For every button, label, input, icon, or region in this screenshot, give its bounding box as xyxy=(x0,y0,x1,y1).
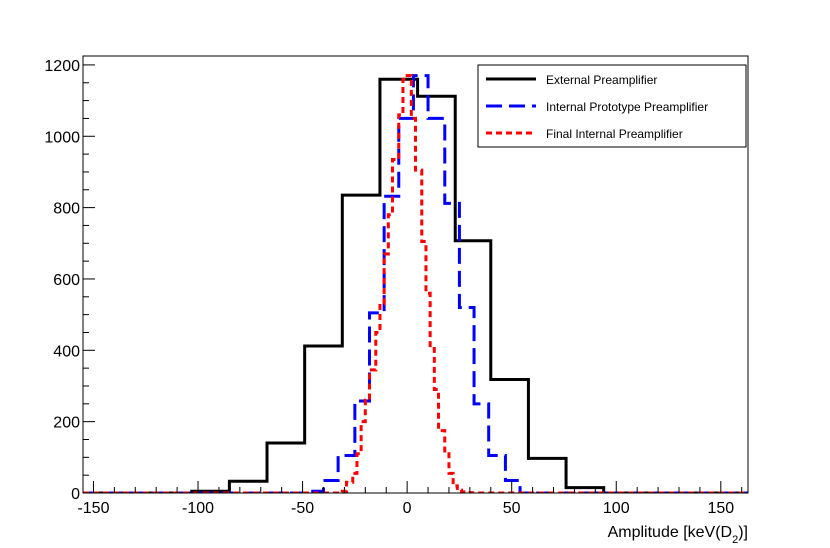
y-tick-label: 0 xyxy=(71,486,80,503)
y-tick-label: 400 xyxy=(53,343,80,360)
x-axis: -150 -100 -50 0 50 100 150 xyxy=(77,481,743,517)
x-tick-label: 100 xyxy=(603,500,630,517)
x-tick-label: 0 xyxy=(403,500,412,517)
x-tick-label: -150 xyxy=(77,500,109,517)
series-1-line xyxy=(83,77,748,493)
x-axis-title-main: Amplitude [keV(D xyxy=(608,524,733,541)
y-tick-label: 1200 xyxy=(44,58,80,75)
y-tick-label: 200 xyxy=(53,415,80,432)
x-tick-label: 50 xyxy=(503,500,521,517)
x-tick-label: -100 xyxy=(182,500,214,517)
legend: External Preamplifier Internal Prototype … xyxy=(477,64,747,148)
series-3-line xyxy=(83,74,748,493)
legend-label-3: Final Internal Preamplifier xyxy=(546,127,683,141)
y-tick-label: 600 xyxy=(53,272,80,289)
x-axis-title-end: )] xyxy=(738,524,748,541)
x-tick-label: 150 xyxy=(707,500,734,517)
series-layer xyxy=(83,74,748,493)
legend-label-1: External Preamplifier xyxy=(546,73,657,87)
legend-label-2: Internal Prototype Preamplifier xyxy=(546,100,708,114)
y-axis: 0 200 400 600 800 1000 1200 xyxy=(44,58,95,503)
plot-frame xyxy=(82,55,749,494)
y-tick-label: 800 xyxy=(53,201,80,218)
x-axis-title: Amplitude [keV(D2)] xyxy=(608,524,748,546)
x-axis-title-subscript: 2 xyxy=(732,534,738,546)
y-tick-label: 1000 xyxy=(44,129,80,146)
series-2-line xyxy=(83,74,748,493)
x-tick-label: -50 xyxy=(291,500,314,517)
